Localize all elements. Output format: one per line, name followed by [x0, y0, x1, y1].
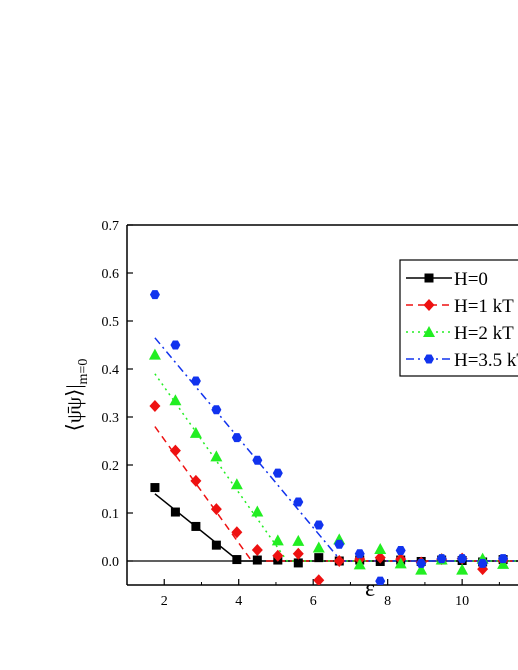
data-point-series-3 [211, 405, 222, 415]
legend-label: H=3.5 kT [454, 350, 518, 371]
x-tick-label: 6 [310, 594, 317, 609]
data-point-series-3 [231, 433, 242, 443]
data-point-series-3 [436, 554, 447, 564]
y-axis-label-group: ⟨ψ̄ψ⟩|m=0 [62, 359, 91, 432]
fit-line-series-0 [154, 493, 518, 562]
x-tick-label: 8 [384, 594, 391, 609]
data-point-series-1 [313, 574, 325, 585]
data-point-series-0 [211, 540, 221, 550]
y-tick-label: 0.5 [102, 315, 120, 330]
legend-label: H=0 [454, 269, 488, 290]
legend-marker [424, 273, 434, 283]
data-point-series-3 [272, 468, 283, 478]
data-point-series-2 [374, 543, 387, 554]
data-point-series-1 [292, 547, 304, 560]
legend-label: H=2 kT [454, 323, 514, 344]
y-tick-label: 0.7 [102, 219, 120, 234]
data-point-series-1 [374, 551, 386, 564]
data-point-series-3 [334, 539, 345, 549]
legend-box [399, 259, 518, 377]
data-point-series-3 [457, 554, 468, 564]
data-point-series-3 [313, 520, 324, 530]
data-point-series-3 [498, 554, 509, 564]
data-point-series-2 [312, 541, 325, 553]
data-point-series-1 [272, 549, 284, 562]
legend: H=0 H=1 kT H=2 kT H=3.5 kT [399, 259, 518, 377]
data-point-series-3 [416, 558, 427, 568]
y-tick-label: 0.3 [102, 411, 120, 426]
data-point-series-2 [210, 450, 223, 462]
data-point-series-0 [252, 555, 262, 565]
data-point-series-1 [231, 526, 243, 539]
x-tick-label: 10 [455, 594, 469, 609]
data-point-series-0 [150, 483, 160, 493]
data-point-series-1 [333, 555, 345, 567]
data-point-series-3 [190, 376, 201, 386]
legend-label: H=1 kT [454, 296, 514, 317]
data-point-series-0 [232, 555, 242, 565]
data-point-series-2 [251, 505, 264, 517]
data-point-series-3 [252, 455, 263, 465]
data-point-series-1 [149, 399, 161, 412]
data-point-series-3 [149, 290, 160, 300]
data-points [148, 290, 510, 585]
data-point-series-0 [293, 558, 303, 568]
data-point-series-3 [170, 340, 181, 350]
data-point-series-2 [353, 558, 366, 570]
y-tick-label: 0.6 [102, 267, 120, 282]
axes: 0.0 0.1 0.2 0.3 0.4 0.5 0.6 0.7 2 4 6 8 10 [102, 219, 518, 609]
data-point-series-2 [456, 563, 469, 575]
data-point-series-2 [148, 348, 161, 360]
fit-line-series-2 [154, 373, 518, 562]
y-axis-label-main: ⟨ψ̄ψ⟩| [62, 384, 86, 431]
data-point-series-2 [271, 534, 284, 546]
data-point-series-0 [170, 507, 180, 517]
data-point-series-2 [230, 478, 243, 490]
data-point-series-3 [375, 576, 386, 585]
y-axis-label: ⟨ψ̄ψ⟩|m=0 [62, 359, 91, 432]
legend-marker [423, 326, 435, 337]
legend-marker [423, 299, 435, 311]
data-point-series-0 [191, 521, 201, 531]
data-point-series-3 [395, 545, 406, 555]
y-tick-label: 0.4 [102, 363, 120, 378]
x-tick-label: 2 [161, 594, 168, 609]
data-point-series-2 [415, 563, 428, 575]
data-point-series-2 [169, 394, 182, 406]
data-point-series-2 [292, 534, 305, 546]
data-point-series-2 [189, 426, 202, 438]
legend-marker [424, 354, 434, 364]
data-point-series-3 [354, 549, 365, 559]
y-tick-label: 0.2 [102, 459, 120, 474]
y-axis-label-subscript: m=0 [76, 359, 91, 385]
x-axis-label: ε [365, 576, 375, 602]
data-point-series-3 [293, 497, 304, 507]
data-point-series-2 [394, 557, 407, 569]
data-point-series-3 [477, 558, 488, 568]
data-point-series-1 [251, 543, 263, 556]
x-tick-label: 4 [235, 594, 242, 609]
data-point-series-1 [169, 444, 181, 457]
y-tick-label: 0.0 [102, 555, 120, 570]
y-tick-label: 0.1 [102, 507, 120, 522]
data-point-series-0 [314, 553, 324, 563]
data-point-series-2 [497, 557, 510, 569]
data-point-series-1 [190, 474, 202, 487]
data-point-series-1 [210, 503, 222, 516]
